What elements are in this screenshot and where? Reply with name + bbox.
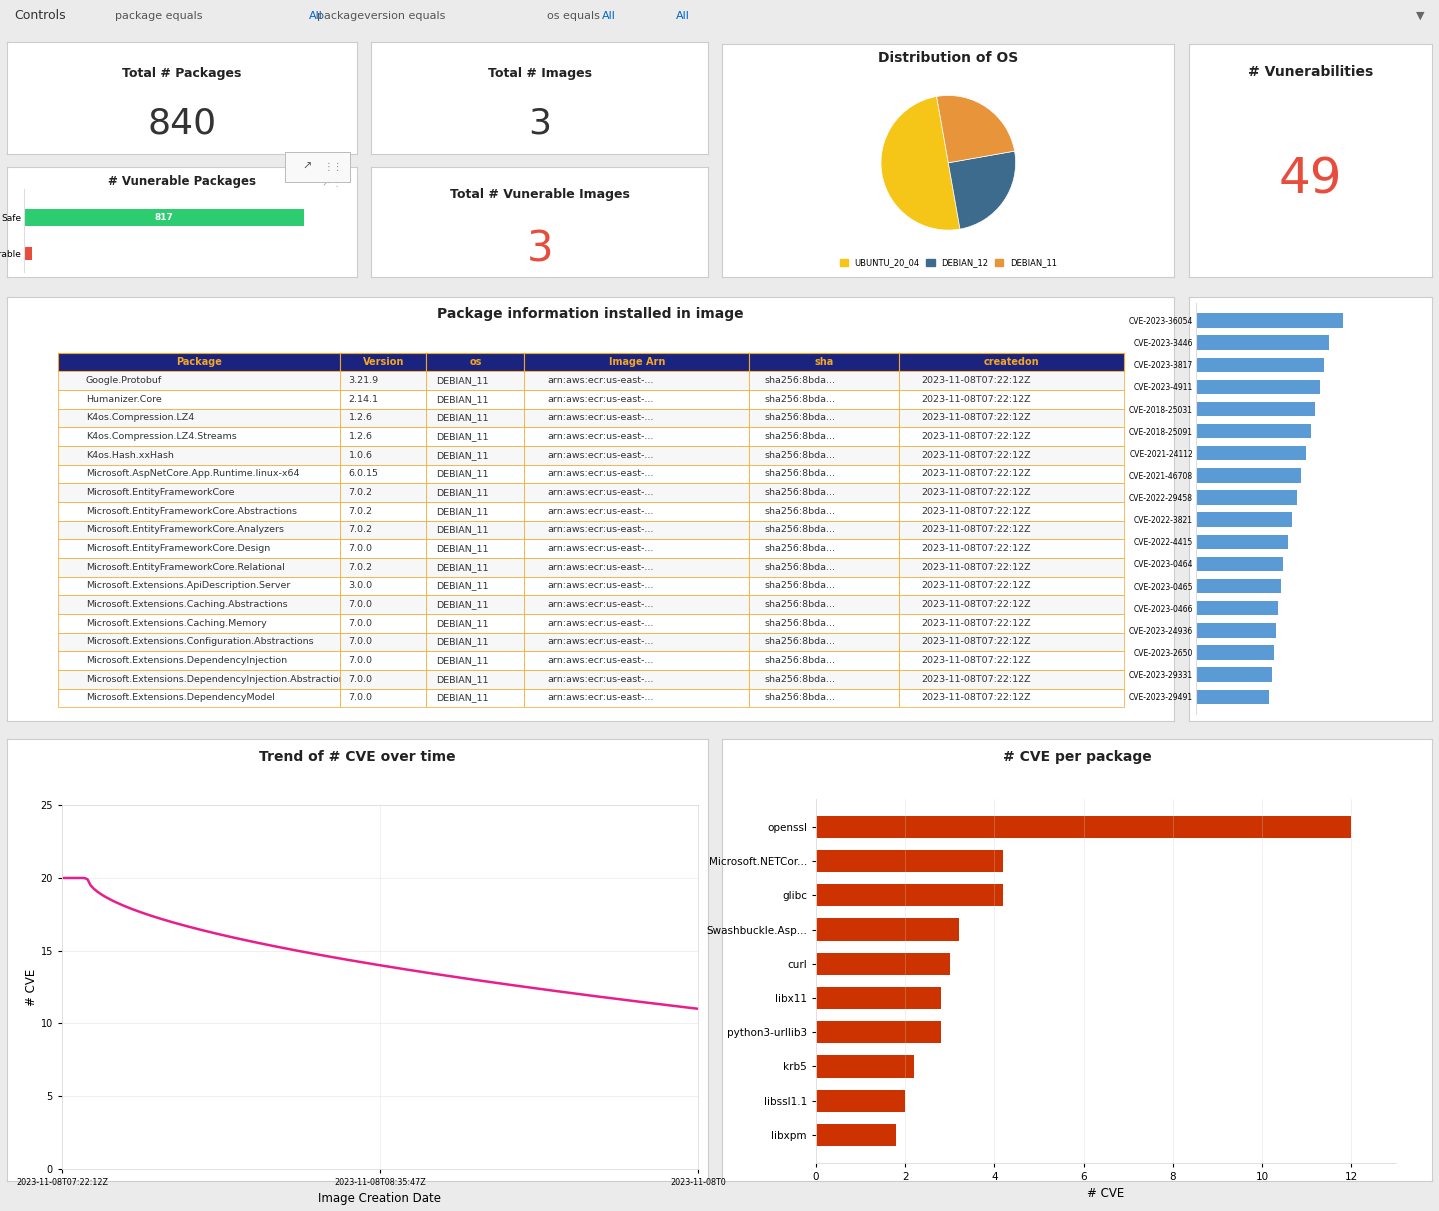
Wedge shape — [937, 96, 1014, 162]
Bar — [1196, 402, 1315, 417]
Text: Total # Images: Total # Images — [488, 68, 591, 80]
X-axis label: # CVE: # CVE — [1088, 1187, 1124, 1200]
Bar — [816, 816, 1351, 838]
Text: Trend of # CVE over time: Trend of # CVE over time — [259, 750, 456, 764]
Text: Package information installed in image: Package information installed in image — [437, 308, 744, 321]
Text: package equals: package equals — [115, 11, 206, 21]
Text: # Vunerabilities: # Vunerabilities — [1248, 64, 1373, 79]
Text: Controls: Controls — [14, 10, 66, 22]
Text: # Vunerable Packages: # Vunerable Packages — [108, 176, 256, 189]
Text: All: All — [602, 11, 616, 21]
Bar — [24, 210, 304, 225]
Bar — [1196, 624, 1276, 637]
Text: # CVE per package: # CVE per package — [1003, 750, 1151, 764]
Bar — [1196, 314, 1343, 328]
Bar — [816, 953, 950, 975]
Bar — [1196, 380, 1320, 394]
Bar — [816, 1055, 914, 1078]
Bar — [816, 1021, 941, 1044]
Bar — [816, 850, 1003, 872]
Bar — [1196, 424, 1311, 438]
Bar — [1196, 469, 1301, 483]
Bar — [816, 1090, 905, 1112]
Text: ⋮⋮: ⋮⋮ — [324, 162, 344, 172]
Bar — [24, 247, 32, 260]
Text: ↗ ⋮: ↗ ⋮ — [322, 178, 342, 188]
Bar — [816, 1124, 896, 1146]
Bar — [1196, 490, 1297, 505]
Text: All: All — [309, 11, 324, 21]
Text: All: All — [676, 11, 691, 21]
Legend: UBUNTU_20_04, DEBIAN_12, DEBIAN_11: UBUNTU_20_04, DEBIAN_12, DEBIAN_11 — [836, 256, 1061, 271]
Bar — [1196, 512, 1292, 527]
Bar — [1196, 645, 1274, 660]
Bar — [1196, 557, 1284, 572]
Text: ↗: ↗ — [302, 162, 312, 172]
Text: 3: 3 — [528, 107, 551, 140]
Bar — [1196, 357, 1324, 372]
Text: packageversion equals: packageversion equals — [317, 11, 449, 21]
Text: os equals: os equals — [547, 11, 603, 21]
Bar — [1196, 689, 1269, 704]
Bar — [1196, 601, 1278, 615]
Wedge shape — [881, 97, 960, 230]
Text: 3: 3 — [527, 229, 553, 270]
Text: 840: 840 — [147, 107, 217, 140]
Text: Total # Vunerable Images: Total # Vunerable Images — [449, 188, 630, 201]
Y-axis label: # CVE: # CVE — [24, 969, 37, 1005]
Text: 817: 817 — [155, 213, 174, 222]
Bar — [1196, 446, 1307, 460]
Bar — [1196, 579, 1281, 593]
Text: Distribution of OS: Distribution of OS — [878, 51, 1019, 64]
Text: 49: 49 — [1278, 155, 1343, 203]
Bar — [1196, 534, 1288, 549]
Text: Total # Packages: Total # Packages — [122, 68, 242, 80]
Wedge shape — [948, 151, 1016, 229]
Bar — [816, 918, 958, 941]
Bar — [1196, 335, 1330, 350]
Bar — [1196, 667, 1272, 682]
Bar — [816, 884, 1003, 907]
Text: ▼: ▼ — [1416, 11, 1425, 21]
X-axis label: Image Creation Date: Image Creation Date — [318, 1192, 442, 1205]
Bar — [816, 987, 941, 1009]
